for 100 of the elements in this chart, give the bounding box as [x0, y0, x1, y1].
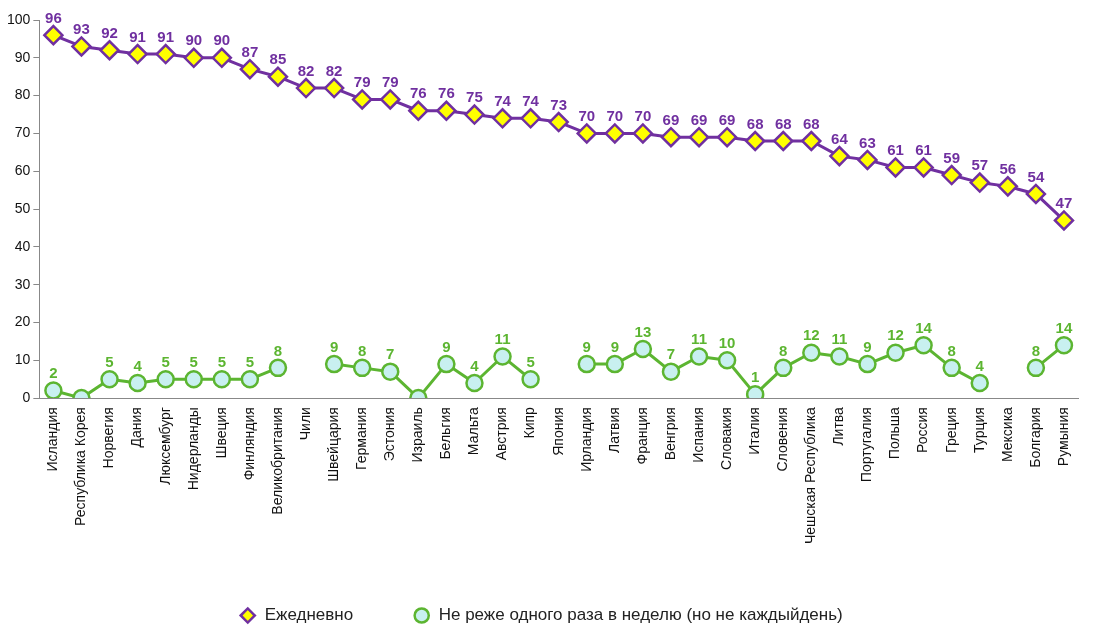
point [716, 126, 738, 148]
x-tick-label: Германия [353, 407, 370, 470]
point [408, 100, 429, 121]
data-label: 8 [947, 341, 956, 359]
data-label: 96 [45, 8, 62, 26]
data-label: 1 [751, 367, 760, 385]
data-label: 82 [297, 61, 315, 79]
point [914, 335, 933, 355]
x-tick-label: Чешская Республика [802, 406, 819, 545]
point [71, 36, 92, 57]
point [240, 369, 260, 389]
point [605, 354, 625, 374]
x-tick-label: Венгрия [661, 407, 678, 461]
point [802, 343, 821, 362]
x-tick-label: Дания [128, 407, 145, 448]
y-tick-label: 60 [14, 162, 31, 179]
data-label: 69 [662, 110, 680, 128]
data-label: 5 [526, 352, 535, 370]
data-label: 75 [466, 88, 483, 106]
point [323, 77, 345, 99]
data-label: 9 [863, 337, 872, 355]
point [576, 123, 597, 144]
x-tick-label: Мексика [998, 406, 1015, 463]
point [464, 104, 485, 125]
data-label: 90 [185, 31, 203, 49]
point [774, 358, 793, 378]
data-label: 68 [774, 114, 792, 132]
point [857, 149, 878, 171]
data-label: 7 [386, 345, 395, 363]
data-label: 11 [831, 330, 848, 348]
x-tick-label: Швейцария [324, 407, 341, 482]
point [633, 339, 653, 359]
point [381, 362, 400, 381]
data-label: 4 [133, 356, 143, 374]
data-label: 54 [1027, 167, 1045, 185]
data-label: 11 [494, 330, 511, 348]
y-tick-label: 0 [22, 388, 31, 405]
point [521, 369, 540, 389]
point [1054, 335, 1074, 355]
x-tick-label: Польша [886, 406, 903, 460]
data-label: 14 [915, 318, 933, 336]
data-label: 11 [691, 330, 707, 348]
x-tick-label: Швеция [212, 407, 229, 459]
point [969, 172, 990, 193]
y-tick-label: 40 [14, 237, 31, 254]
data-label: 91 [129, 27, 146, 45]
x-tick-label: Италия [746, 407, 763, 455]
data-label: 8 [273, 341, 283, 359]
point [127, 43, 148, 65]
data-label: 61 [915, 141, 932, 159]
data-label: 7 [666, 345, 676, 363]
data-label: 79 [381, 73, 399, 91]
point [660, 126, 682, 148]
data-label: 9 [442, 337, 451, 355]
point [324, 354, 344, 374]
data-label: 69 [718, 110, 736, 128]
data-label: 57 [971, 156, 989, 174]
data-label: 5 [245, 352, 255, 370]
point [941, 164, 962, 186]
point [99, 40, 120, 61]
point [184, 369, 203, 389]
point [493, 347, 512, 366]
data-label: 79 [353, 73, 371, 91]
x-tick-label: Россия [914, 407, 931, 454]
point [437, 354, 456, 374]
data-label: 63 [859, 133, 876, 151]
data-label: 74 [494, 91, 512, 109]
point [689, 347, 709, 366]
x-tick-label: Словакия [717, 407, 734, 470]
point [295, 77, 317, 99]
x-tick-label: Люксембург [156, 407, 173, 485]
point [44, 381, 63, 399]
point [970, 373, 989, 393]
data-label: 70 [634, 107, 652, 125]
x-tick-label: Великобритания [268, 407, 285, 515]
point [436, 100, 457, 121]
x-tick-label: Израиль [409, 407, 426, 463]
point [268, 358, 288, 378]
data-label: 68 [746, 114, 764, 132]
data-label: 14 [1055, 318, 1073, 336]
point [661, 362, 681, 381]
x-tick-label: Финляндия [240, 407, 257, 481]
data-label: 8 [358, 341, 367, 359]
x-tick-label: Болгария [1026, 407, 1043, 468]
y-tick-label: 80 [14, 86, 31, 103]
legend-label: Не реже одного раза в неделю (но не каждыйдень) [438, 605, 843, 625]
data-label: 8 [1031, 341, 1041, 359]
x-tick-label: Мальта [465, 406, 482, 456]
point [239, 58, 261, 80]
data-label: 13 [634, 322, 652, 340]
data-label: 68 [802, 114, 820, 132]
x-tick-label: Испания [689, 407, 706, 463]
x-tick-label: Нидерланды [184, 407, 201, 491]
data-label: 9 [610, 337, 619, 355]
point [1025, 183, 1047, 205]
data-label: 4 [470, 356, 480, 374]
point [942, 358, 961, 378]
data-label: 76 [438, 84, 455, 102]
data-label: 5 [217, 352, 226, 370]
data-label: 59 [943, 148, 961, 166]
